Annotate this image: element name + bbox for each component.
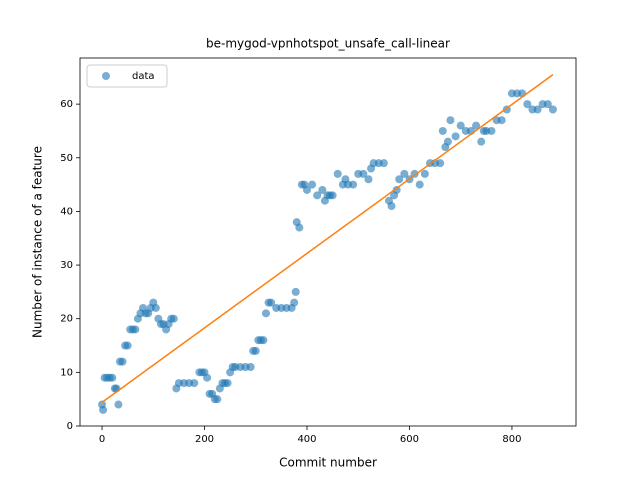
y-tick-label: 40 xyxy=(60,206,73,217)
data-point xyxy=(223,379,232,388)
data-point xyxy=(472,121,481,130)
data-point xyxy=(123,341,132,350)
x-tick-label: 0 xyxy=(99,434,105,445)
y-tick-label: 30 xyxy=(60,260,73,271)
legend-box xyxy=(86,64,168,88)
data-point xyxy=(543,100,552,109)
data-point xyxy=(259,336,268,345)
data-point xyxy=(443,137,452,146)
data-point xyxy=(267,298,276,307)
chart-title: be-mygod-vpnhotspot_unsafe_call-linear xyxy=(206,37,450,51)
data-point xyxy=(456,121,465,130)
data-point xyxy=(349,180,358,189)
data-point xyxy=(387,202,396,211)
y-tick-label: 60 xyxy=(60,99,73,110)
y-axis-label: Number of instance of a feature xyxy=(31,146,45,338)
data-point xyxy=(313,191,322,200)
data-point xyxy=(415,180,424,189)
x-axis-label: Commit number xyxy=(279,456,377,470)
y-tick-label: 0 xyxy=(67,421,73,432)
data-point xyxy=(420,169,429,178)
data-point xyxy=(333,169,342,178)
data-point xyxy=(246,362,255,371)
x-tick-label: 600 xyxy=(400,434,419,445)
data-point xyxy=(436,159,445,168)
data-point xyxy=(318,185,327,194)
data-point xyxy=(302,185,311,194)
data-point xyxy=(497,116,506,125)
data-point xyxy=(99,405,108,414)
data-point xyxy=(290,298,299,307)
data-point xyxy=(114,400,123,409)
data-point xyxy=(251,346,260,355)
data-point xyxy=(364,175,373,184)
data-point xyxy=(190,379,199,388)
data-point xyxy=(328,191,337,200)
data-point xyxy=(291,287,300,296)
x-tick-label: 200 xyxy=(195,434,214,445)
data-point xyxy=(203,373,212,382)
x-tick-label: 800 xyxy=(502,434,521,445)
data-point xyxy=(548,105,557,114)
data-point xyxy=(308,180,317,189)
data-point xyxy=(169,314,178,323)
data-point xyxy=(151,303,160,312)
data-point xyxy=(523,100,532,109)
legend-marker xyxy=(102,72,110,80)
y-tick-label: 20 xyxy=(60,314,73,325)
data-point xyxy=(131,325,140,334)
data-point xyxy=(451,132,460,141)
data-point xyxy=(400,169,409,178)
data-point xyxy=(213,395,222,404)
data-point xyxy=(446,116,455,125)
data-point xyxy=(108,373,117,382)
data-point xyxy=(379,159,388,168)
legend-label: data xyxy=(132,71,155,82)
axes-frame xyxy=(79,57,577,427)
data-point xyxy=(438,126,447,135)
data-point xyxy=(118,357,127,366)
data-point xyxy=(395,175,404,184)
data-point xyxy=(477,137,486,146)
data-point xyxy=(533,105,542,114)
data-point xyxy=(295,223,304,232)
data-point xyxy=(392,185,401,194)
fit-line xyxy=(101,74,554,404)
x-tick-label: 400 xyxy=(297,434,316,445)
data-point xyxy=(359,169,368,178)
data-point xyxy=(262,309,270,318)
y-tick-label: 10 xyxy=(60,367,73,378)
data-point xyxy=(487,126,496,135)
y-tick-label: 50 xyxy=(60,153,73,164)
